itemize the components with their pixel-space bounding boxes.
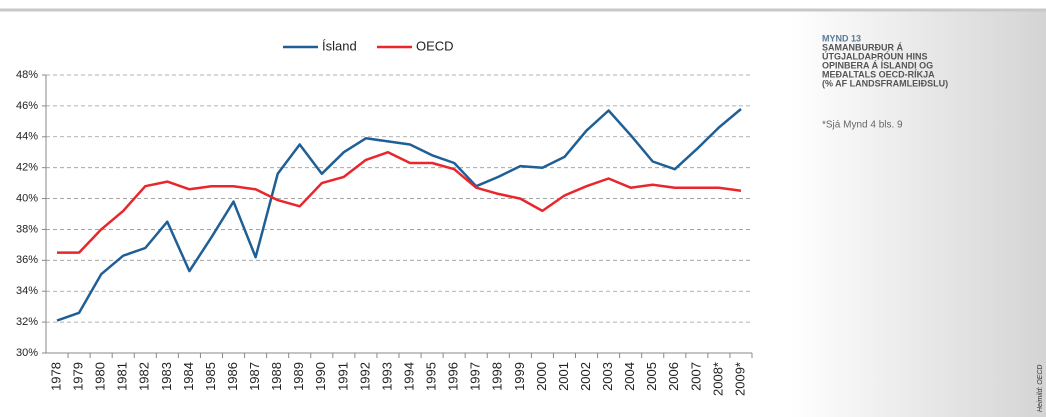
x-tick-label: 1993: [379, 362, 394, 391]
x-tick-label: 1996: [446, 362, 461, 391]
x-tick-label: 2006: [666, 362, 681, 391]
legend-label: Ísland: [322, 38, 357, 53]
x-tick-label: 1981: [115, 362, 130, 391]
x-tick-label: 1997: [468, 362, 483, 391]
x-tick-label: 1989: [291, 362, 306, 391]
x-tick-label: 1998: [490, 362, 505, 391]
series-line: [57, 150, 742, 254]
y-tick-label: 34%: [16, 285, 38, 297]
panel-title: OPINBERA Á ÍSLANDI OG: [822, 60, 933, 70]
y-tick-label: 30%: [16, 347, 38, 359]
side-panel: [790, 11, 1046, 417]
x-tick-label: 1978: [48, 362, 63, 391]
x-tick-label: 1984: [181, 362, 196, 391]
x-tick-label: 1979: [71, 362, 86, 391]
x-tick-label: 1990: [313, 362, 328, 391]
y-tick-label: 48%: [16, 69, 38, 81]
x-tick-label: 1988: [269, 362, 284, 391]
panel-title: ÚTGJALDAÞRÓUN HINS: [822, 50, 928, 61]
x-tick-label: 2000: [534, 362, 549, 391]
x-tick-label: 1987: [247, 362, 262, 391]
x-tick-label: 1994: [401, 362, 416, 391]
x-tick-label: 1995: [424, 362, 439, 391]
legend-label: OECD: [416, 38, 454, 53]
x-tick-label: 1992: [357, 362, 372, 391]
panel-title: (% AF LANDSFRAMLEIÐSLU): [822, 78, 948, 88]
y-tick-label: 44%: [16, 131, 38, 143]
x-tick-label: 1991: [335, 362, 350, 391]
x-tick-label: 2005: [644, 362, 659, 391]
y-tick-label: 46%: [16, 100, 38, 112]
x-tick-label: 2004: [622, 362, 637, 391]
source: Heimild: OECD: [1037, 365, 1044, 412]
panel-title: SAMANBURÐUR Á: [822, 42, 903, 52]
x-tick-label: 1982: [137, 362, 152, 391]
x-tick-label: 2009*: [732, 362, 747, 396]
x-tick-label: 1999: [512, 362, 527, 391]
x-tick-label: 2003: [600, 362, 615, 391]
x-tick-label: 1986: [225, 362, 240, 391]
y-tick-label: 32%: [16, 316, 38, 328]
panel-title: MEÐALTALS OECD-RÍKJA: [822, 69, 935, 79]
y-tick-label: 38%: [16, 223, 38, 235]
panel-note: *Sjá Mynd 4 bls. 9: [822, 120, 903, 131]
panel-label: MYND 13: [822, 33, 861, 43]
y-tick-label: 42%: [16, 162, 38, 174]
y-tick-label: 36%: [16, 254, 38, 266]
series-line: [56, 108, 742, 322]
x-tick-label: 2008*: [710, 362, 725, 396]
y-tick-label: 40%: [16, 192, 38, 204]
x-tick-label: 1983: [159, 362, 174, 391]
x-tick-label: 2002: [578, 362, 593, 391]
x-tick-label: 1980: [93, 362, 108, 391]
x-tick-label: 2001: [556, 362, 571, 391]
x-tick-label: 1985: [203, 362, 218, 391]
x-tick-label: 2007: [688, 362, 703, 391]
